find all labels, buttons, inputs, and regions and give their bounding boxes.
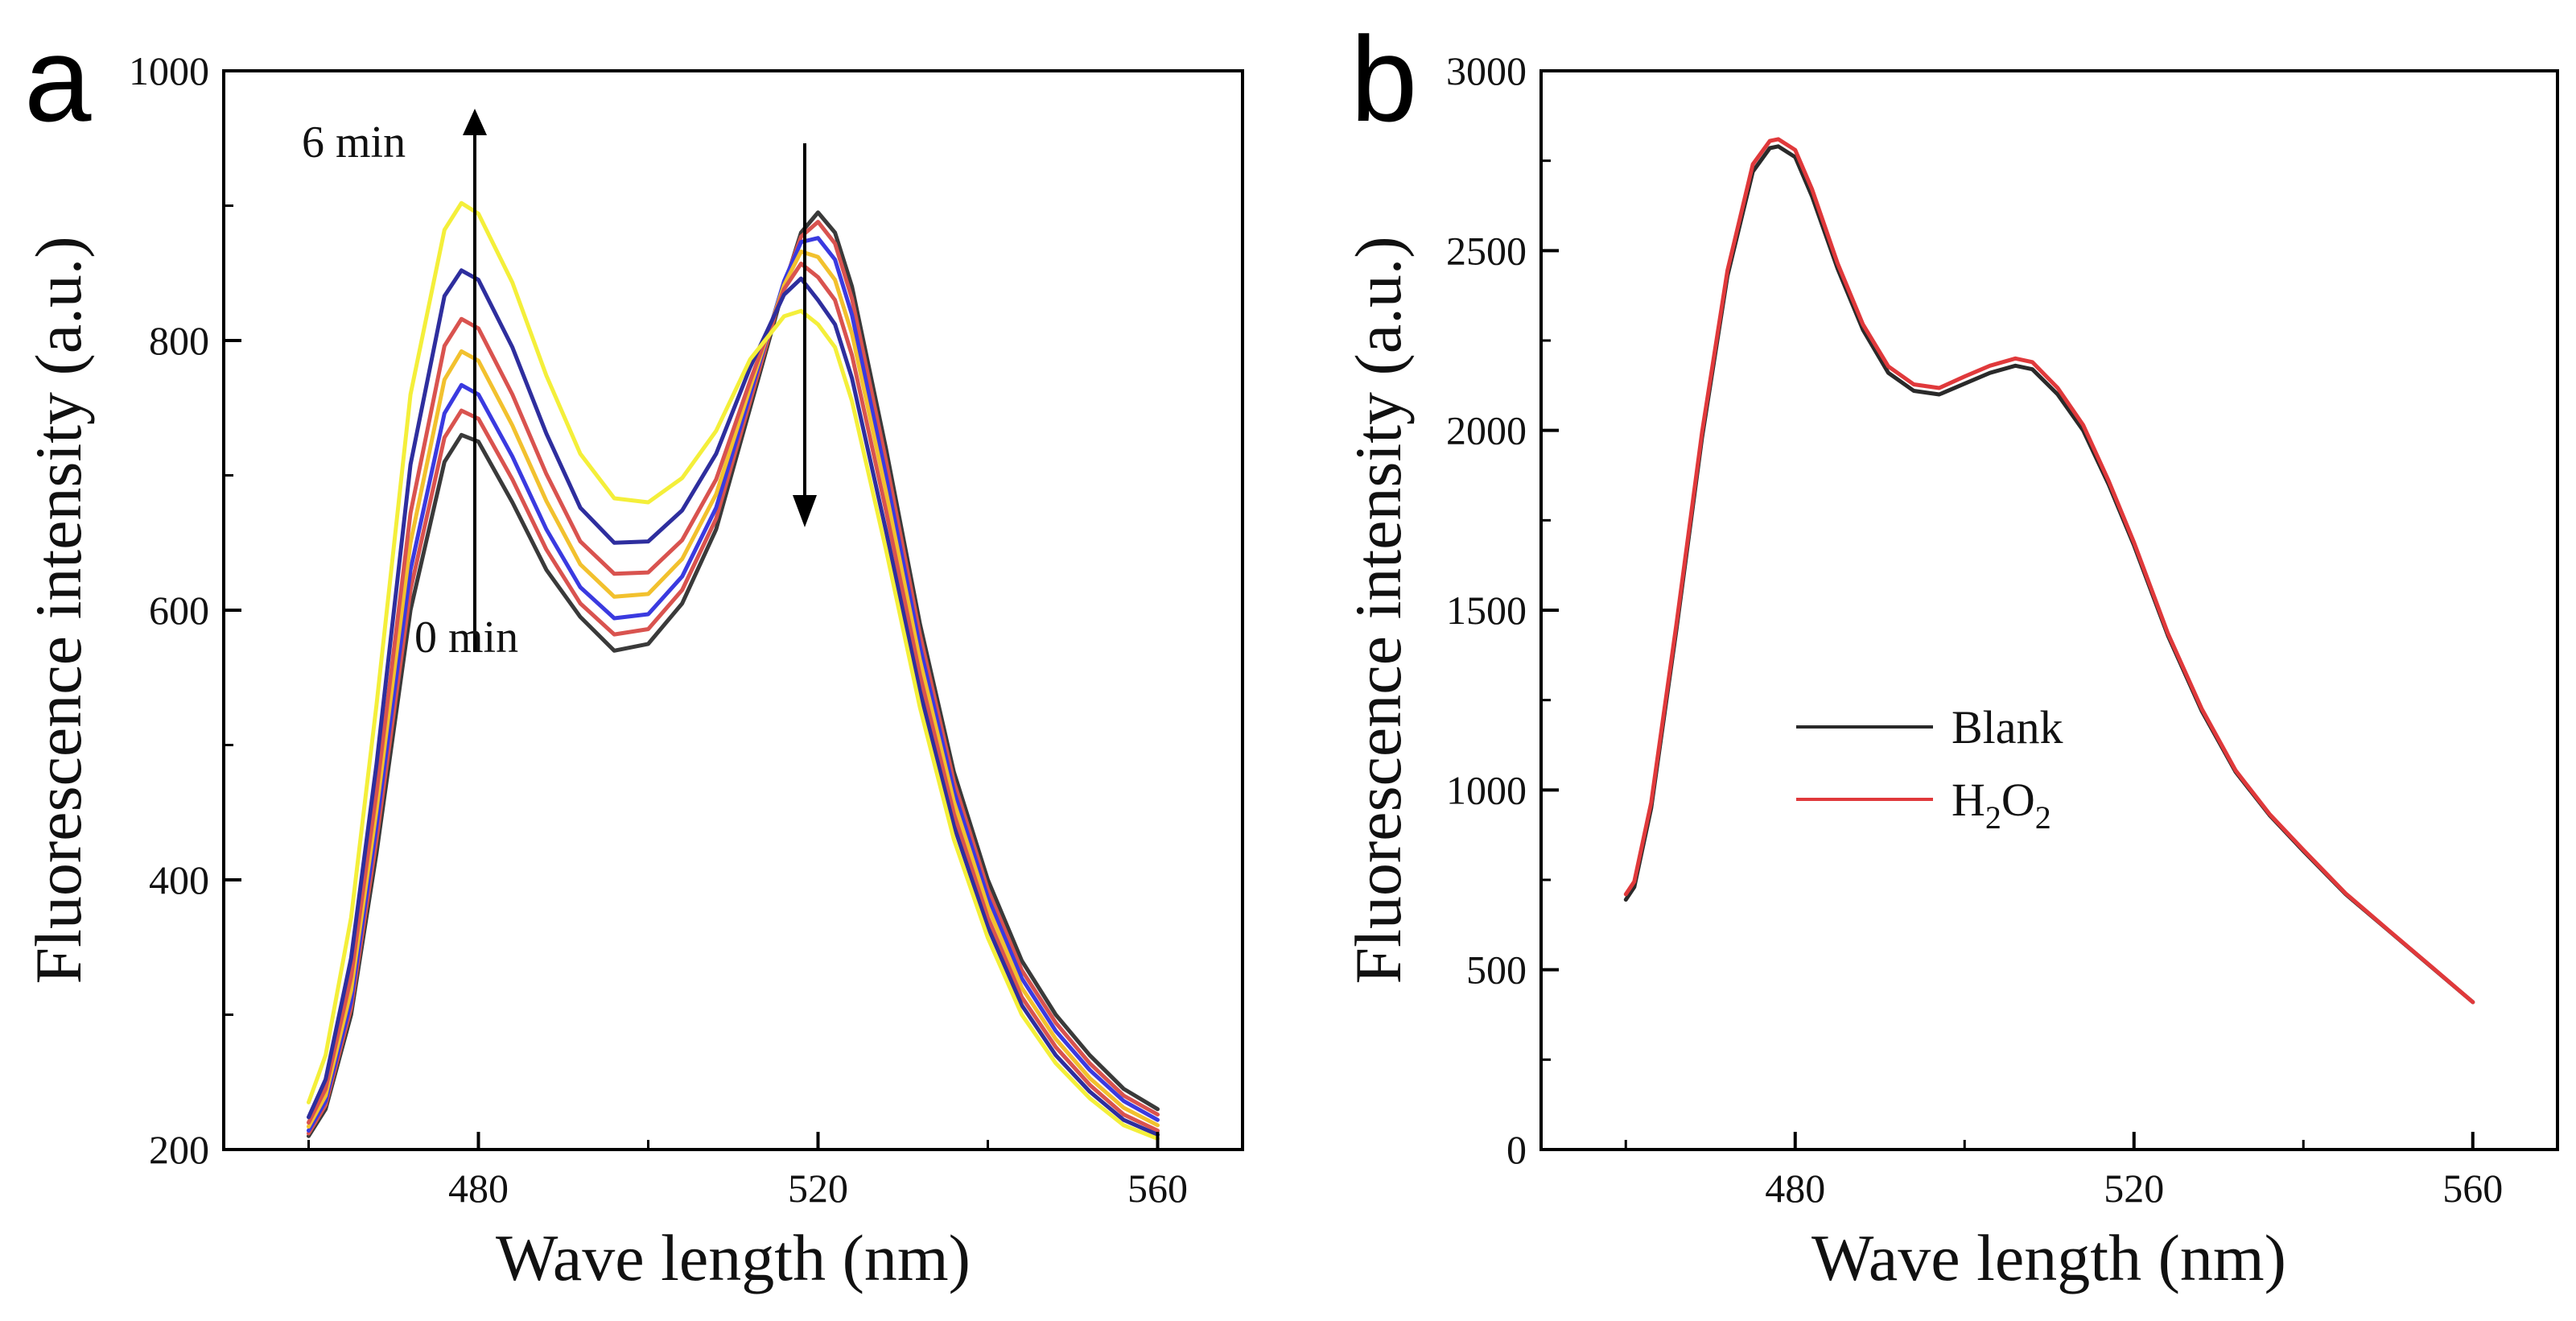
panel-b: b 480 520 560 0 500 1000 1500 2000 2500 3000 Wave… [1342,11,2559,1294]
annotation-0-min: 0 min [414,613,518,663]
annotation-6-min: 6 min [302,118,406,167]
panel-a-letter: a [24,11,92,147]
panel-a-y-tick-label-600: 600 [149,588,209,633]
panel-b-y-tick-label-500: 500 [1466,947,1527,993]
time-down-arrowhead-icon [793,495,817,527]
panel-a-x-tick-label-560: 560 [1127,1166,1188,1211]
legend-h2o2-sub2: 2 [2035,799,2051,836]
panel-b-y-tick-label-1500: 1500 [1446,588,1527,633]
legend-h2o2-h: H [1952,774,1985,826]
panel-b-ticks: 480 520 560 0 500 1000 1500 2000 2500 3000 [1446,48,2503,1211]
panel-a-series-4-min [307,262,1160,1133]
panel-a-y-tick-label-1000: 1000 [129,48,209,93]
panel-a-x-tick-label-520: 520 [788,1166,848,1211]
panel-b-letter: b [1350,11,1417,147]
panel-b-y-tick-label-0: 0 [1506,1127,1527,1172]
panel-b-x-axis-title: Wave length (nm) [1811,1221,2286,1294]
panel-a: a 480 520 560 200 400 600 800 1000 Wave length … [22,11,1244,1294]
panel-a-series-3-min [307,250,1160,1129]
panel-b-y-tick-label-3000: 3000 [1446,48,1527,93]
panel-b-x-tick-label-560: 560 [2442,1166,2503,1211]
panel-b-series-h2o2 [1623,137,2475,1005]
panel-b-legend: Blank H2O2 [1796,701,2063,836]
panel-a-y-tick-label-200: 200 [149,1127,209,1172]
legend-label-h2o2: H2O2 [1952,774,2051,836]
panel-b-y-axis-title: Fluorescence intensity (a.u.) [1342,236,1415,984]
panel-a-ticks: 480 520 560 200 400 600 800 1000 [129,48,1188,1211]
panel-a-curves [307,200,1160,1141]
panel-a-series-0-min [307,210,1160,1138]
panel-a-x-axis-title: Wave length (nm) [496,1221,971,1294]
panel-b-y-tick-label-2000: 2000 [1446,408,1527,453]
panel-a-series-1-min [307,220,1160,1136]
legend-label-blank: Blank [1952,701,2063,753]
panel-a-y-tick-label-400: 400 [149,857,209,902]
panel-a-x-tick-label-480: 480 [448,1166,509,1211]
panel-a-y-axis-title: Fluorescence intensity (a.u.) [22,236,95,984]
panel-a-series-6-min [307,200,1160,1141]
panel-b-curves [1623,137,2475,1005]
legend-h2o2-sub1: 2 [1985,799,2001,836]
panel-b-x-tick-label-520: 520 [2104,1166,2164,1211]
legend-h2o2-o: O [2001,774,2035,826]
panel-b-x-tick-label-480: 480 [1765,1166,1825,1211]
panel-a-series-5-min [307,268,1160,1137]
panel-a-series-2-min [307,236,1160,1133]
panel-b-y-tick-label-1000: 1000 [1446,767,1527,812]
panel-b-y-tick-label-2500: 2500 [1446,228,1527,273]
time-up-arrowhead-icon [463,109,487,135]
panel-a-y-tick-label-800: 800 [149,318,209,363]
